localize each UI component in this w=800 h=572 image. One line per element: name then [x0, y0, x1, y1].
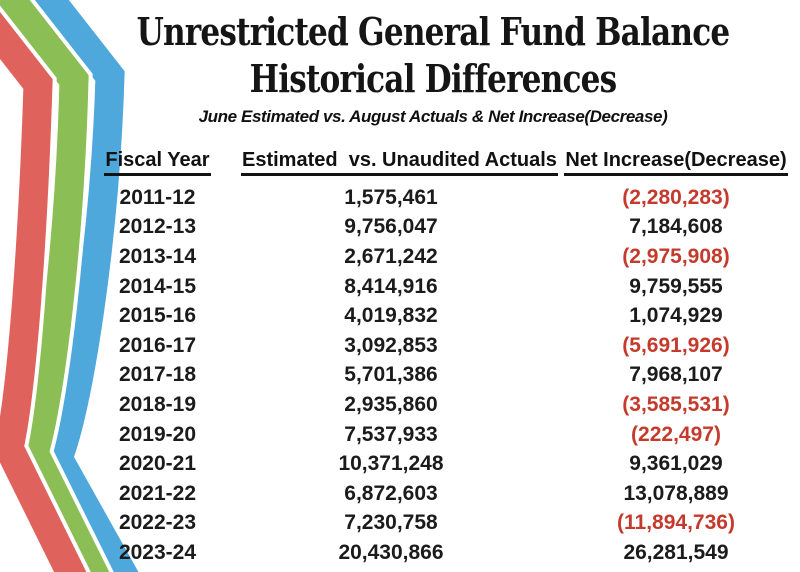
table-body: 2011-12 1,575,461 (2,280,283) 2012-13 9,… [95, 183, 800, 568]
net-cell: 1,074,929 [629, 304, 723, 328]
table-row: 2012-13 9,756,047 7,184,608 [95, 213, 800, 243]
table-header-row: Fiscal Year Estimated vs. Unaudited Actu… [95, 146, 800, 179]
fiscal-year-cell: 2017-18 [118, 363, 197, 387]
estimated-cell: 7,230,758 [344, 511, 438, 535]
table-row: 2015-16 4,019,832 1,074,929 [95, 301, 800, 331]
estimated-cell: 8,414,916 [344, 274, 438, 298]
estimated-cell: 4,019,832 [344, 304, 438, 328]
fiscal-year-cell: 2020-21 [118, 452, 197, 476]
decorative-stripe-green [0, 0, 110, 572]
fiscal-year-cell: 2014-15 [118, 274, 197, 298]
net-cell: (222,497) [631, 422, 721, 446]
net-cell: (2,280,283) [622, 185, 730, 209]
table-row: 2011-12 1,575,461 (2,280,283) [95, 183, 800, 213]
estimated-cell: 10,371,248 [338, 452, 444, 476]
estimated-cell: 5,701,386 [344, 363, 438, 387]
table-row: 2019-20 7,537,933 (222,497) [95, 420, 800, 450]
fiscal-year-cell: 2018-19 [118, 392, 197, 416]
table-row: 2023-24 20,430,866 26,281,549 [95, 538, 800, 568]
net-cell: 26,281,549 [623, 540, 729, 564]
estimated-cell: 1,575,461 [344, 185, 438, 209]
estimated-cell: 2,671,242 [344, 244, 438, 268]
table-row: 2022-23 7,230,758 (11,894,736) [95, 509, 800, 539]
net-cell: 9,361,029 [629, 452, 723, 476]
estimated-cell: 2,935,860 [344, 392, 438, 416]
estimated-cell: 3,092,853 [344, 333, 438, 357]
fiscal-year-cell: 2011-12 [119, 185, 196, 209]
estimated-cell: 6,872,603 [344, 481, 438, 505]
slide-title-line2: Historical Differences [249, 56, 618, 101]
decorative-stripe-red [0, 12, 87, 572]
net-cell: (5,691,926) [622, 333, 730, 357]
net-cell: (11,894,736) [617, 511, 735, 535]
table-row: 2013-14 2,671,242 (2,975,908) [95, 242, 800, 272]
net-cell: 7,968,107 [629, 363, 723, 387]
slide-subtitle: June Estimated vs. August Actuals & Net … [198, 107, 668, 126]
net-cell: 13,078,889 [623, 481, 729, 505]
slide-title-line1: Unrestricted General Fund Balance [136, 9, 731, 54]
table-row: 2017-18 5,701,386 7,968,107 [95, 361, 800, 391]
table-row: 2016-17 3,092,853 (5,691,926) [95, 331, 800, 361]
fiscal-year-cell: 2019-20 [118, 422, 197, 446]
fiscal-year-cell: 2013-14 [118, 244, 197, 268]
table-row: 2021-22 6,872,603 13,078,889 [95, 479, 800, 509]
net-cell: (2,975,908) [622, 244, 730, 268]
net-cell: 9,759,555 [629, 274, 723, 298]
header-fiscal-year: Fiscal Year [95, 149, 220, 176]
net-cell: 7,184,608 [629, 215, 723, 239]
header-net-increase-decrease: Net Increase(Decrease) [556, 149, 796, 176]
fiscal-year-cell: 2015-16 [118, 304, 197, 328]
fiscal-year-cell: 2022-23 [118, 511, 197, 535]
table-row: 2018-19 2,935,860 (3,585,531) [95, 390, 800, 420]
table-row: 2020-21 10,371,248 9,361,029 [95, 449, 800, 479]
fiscal-year-cell: 2016-17 [118, 333, 197, 357]
fiscal-year-cell: 2023-24 [118, 540, 197, 564]
net-cell: (3,585,531) [622, 392, 730, 416]
estimated-cell: 20,430,866 [338, 540, 444, 564]
estimated-cell: 7,537,933 [344, 422, 438, 446]
estimated-cell: 9,756,047 [344, 215, 438, 239]
decorative-stripe-blue [32, 0, 139, 572]
header-estimated-vs-actuals: Estimated vs. Unaudited Actuals [241, 149, 558, 176]
fiscal-year-cell: 2012-13 [118, 215, 197, 239]
title-block: Unrestricted General Fund Balance Histor… [68, 8, 798, 127]
table-row: 2014-15 8,414,916 9,759,555 [95, 272, 800, 302]
fiscal-year-cell: 2021-22 [118, 481, 197, 505]
